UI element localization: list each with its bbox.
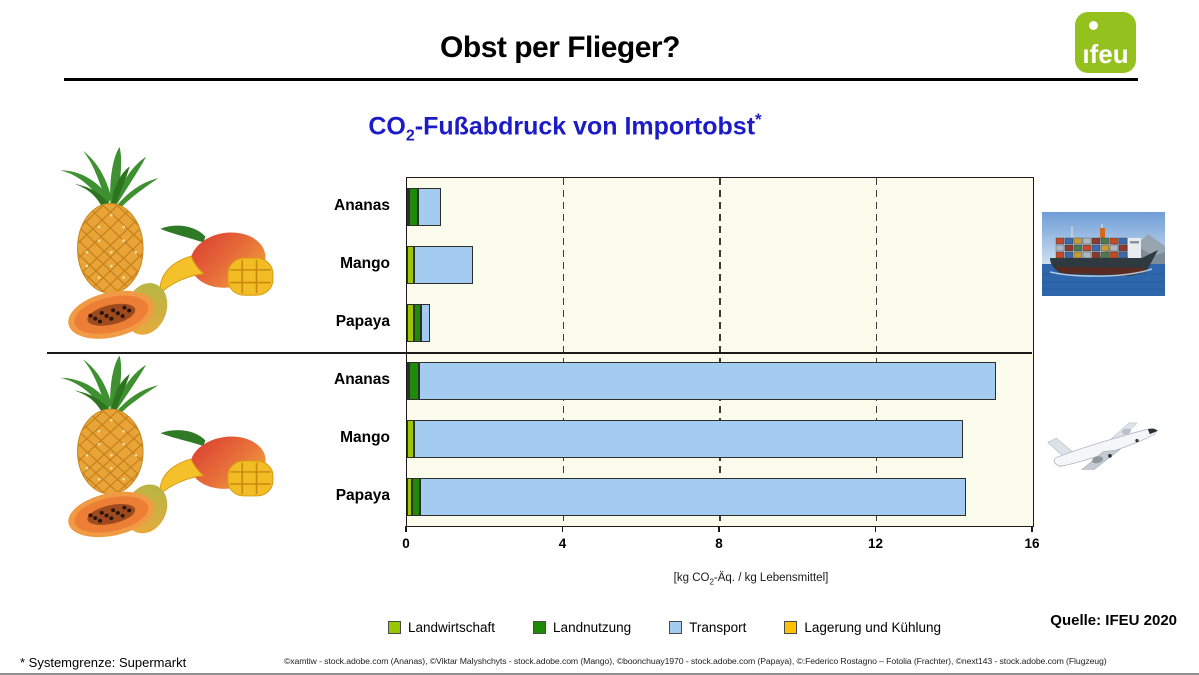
- tick-mark: [874, 526, 877, 532]
- bar-papaya-flugzeug: [407, 478, 966, 516]
- segment-landnutzung: [414, 304, 422, 342]
- legend-swatch-icon: [784, 620, 798, 634]
- source-text: Quelle: IFEU 2020: [1050, 612, 1177, 629]
- segment-landwirtschaft: [407, 246, 415, 284]
- segment-landwirtschaft: [407, 188, 409, 226]
- segment-landnutzung: [409, 362, 419, 400]
- tick-mark: [405, 526, 407, 532]
- legend-item: Lagerung und Kühlung: [784, 620, 941, 635]
- x-axis-label: [kg CO2-Äq. / kg Lebensmittel]: [673, 572, 829, 587]
- bar-mango-flugzeug: [407, 420, 964, 458]
- ifeu-logo: ıfeu: [1075, 12, 1136, 73]
- legend: Landwirtschaft Landnutzung Transport Lageru…: [388, 616, 941, 638]
- legend-label: Landnutzung: [553, 619, 632, 635]
- legend-item: Landwirtschaft: [388, 620, 495, 635]
- bar-papaya-schiff: [407, 304, 431, 342]
- tick-label: 16: [1024, 536, 1040, 551]
- legend-label: Lagerung und Kühlung: [804, 619, 942, 635]
- tick-mark: [561, 526, 564, 532]
- segment-landwirtschaft: [407, 362, 409, 400]
- mango-icon: [159, 430, 274, 497]
- segment-landnutzung: [412, 478, 420, 516]
- airplane-photo: [1040, 408, 1170, 470]
- header-rule: [64, 78, 1138, 81]
- legend-label: Transport: [689, 619, 747, 635]
- fruit-cluster-plane: [52, 350, 277, 544]
- segment-transport: [417, 188, 442, 226]
- pineapple-icon: [60, 355, 159, 415]
- category-label: Papaya: [335, 313, 390, 330]
- papaya-icon: [68, 283, 168, 339]
- segment-landwirtschaft: [407, 420, 414, 458]
- legend-swatch-icon: [533, 620, 547, 634]
- segment-transport: [421, 304, 431, 342]
- tick-mark: [1031, 526, 1033, 532]
- group-divider-line: [47, 352, 1032, 354]
- segment-landwirtschaft: [407, 304, 415, 342]
- papaya-icon: [68, 484, 168, 538]
- bar-ananas-flugzeug: [407, 362, 996, 400]
- category-label: Ananas: [334, 197, 390, 214]
- segment-transport: [414, 246, 473, 284]
- category-label: Mango: [340, 255, 390, 272]
- page-title: Obst per Flieger?: [440, 31, 680, 64]
- tick-label: 12: [867, 536, 884, 551]
- tick-label: 8: [715, 536, 723, 551]
- bar-ananas-schiff: [407, 188, 442, 226]
- pineapple-icon: [60, 146, 159, 210]
- tick-label: 0: [402, 536, 410, 551]
- legend-label: Landwirtschaft: [408, 619, 496, 635]
- segment-transport: [413, 420, 964, 458]
- legend-swatch-icon: [388, 620, 401, 634]
- legend-swatch-icon: [669, 620, 683, 634]
- segment-transport: [419, 478, 966, 516]
- category-label: Papaya: [335, 487, 390, 504]
- segment-landnutzung: [409, 188, 418, 226]
- logo-text: ıfeu: [1082, 39, 1129, 69]
- bar-mango-schiff: [407, 246, 473, 284]
- mango-icon: [159, 225, 274, 296]
- tick-label: 4: [558, 536, 567, 551]
- fruit-cluster-ship: [52, 141, 277, 346]
- chart-title: CO2-Fußabdruck von Importobst*: [368, 110, 762, 145]
- container-ship-photo: [1042, 212, 1165, 296]
- tick-mark: [718, 526, 720, 532]
- segment-landwirtschaft: [407, 478, 413, 516]
- footnote-text: * Systemgrenze: Supermarkt: [20, 655, 187, 670]
- legend-item: Landnutzung: [533, 620, 631, 635]
- legend-item: Transport: [669, 620, 746, 635]
- slide-bottom-edge: [0, 673, 1199, 675]
- credits-text: ©xamtiw - stock.adobe.com (Ananas), ©Vik…: [284, 656, 1107, 666]
- logo-dot-icon: [1089, 21, 1098, 30]
- category-label: Mango: [340, 429, 390, 446]
- category-label: Ananas: [334, 371, 390, 388]
- segment-transport: [418, 362, 996, 400]
